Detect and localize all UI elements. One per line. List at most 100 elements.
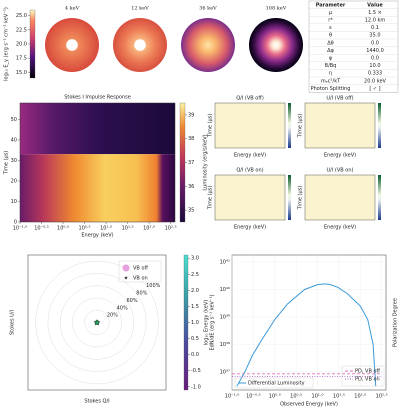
colorbar-tick-label: 15.0 — [16, 70, 27, 76]
y-tick-label: 10⁴⁰ — [220, 287, 230, 293]
disk-image — [181, 18, 235, 72]
panel-title: U/I (VB on) — [327, 168, 354, 174]
y-tick-label: 10³⁹ — [220, 314, 230, 320]
polar-ring — [35, 260, 159, 385]
x-tick-label: 10²·⁰ — [143, 226, 155, 232]
colorbar-tick-label: 1.5 — [191, 304, 199, 310]
colorbar-tick-label: 1.0 — [191, 320, 199, 326]
x-axis-label: Energy (keV) — [324, 225, 356, 231]
y-axis-label: Stokes U/I — [10, 310, 16, 335]
table-header: Parameter — [316, 2, 346, 8]
x-axis-label: Energy (keV) — [234, 153, 266, 159]
colorbar-label: log₁₀ E_γ (erg s⁻¹ cm⁻² keV⁻¹) — [4, 7, 10, 81]
table-cell: Δθ — [327, 40, 333, 46]
plot-frame — [27, 254, 167, 391]
colorbar-label: log₁₀ Energy (keV) — [204, 300, 210, 345]
table-cell: μ — [329, 10, 333, 16]
colorbar-tick-label: 0.5 — [191, 336, 199, 342]
y-tick-label: 10⁴¹ — [220, 260, 230, 266]
panel-title: Q/I (VB off) — [236, 96, 264, 102]
y-axis-label: Time (μs) — [208, 186, 214, 211]
y-axis-label: Time (μs) — [298, 186, 304, 211]
colorbar — [378, 175, 381, 220]
table-cell: 35.0 — [369, 33, 380, 39]
table-cell: 0.0 — [371, 40, 379, 46]
colorbar-tick-label: 38 — [188, 136, 194, 142]
y-tick-label: 10³⁷ — [220, 369, 230, 375]
polar-ring — [72, 297, 122, 348]
panel-title: U/I (VB off) — [326, 96, 353, 102]
colorbar-tick-label: 17.5 — [16, 56, 27, 62]
x-tick-label: 10⁰·⁵ — [79, 226, 91, 232]
disk-image — [249, 18, 303, 72]
legend-box — [341, 365, 385, 387]
x-axis-label: Energy (keV) — [324, 153, 356, 159]
x-tick-label: 10¹·⁰ — [100, 226, 112, 232]
legend-label: PD, VB on — [355, 377, 380, 383]
y-axis-label: EdN/dE (erg s⁻¹ keV⁻¹) — [210, 294, 216, 350]
colorbar-tick-label: 20.0 — [16, 42, 27, 48]
panel-title: 12 keV — [131, 6, 149, 12]
panel-title: 36 keV — [199, 6, 217, 12]
legend-box — [234, 377, 314, 389]
chart-title: Stokes I Impulse Response — [64, 95, 131, 101]
colorbar-tick-label: 39 — [188, 112, 194, 118]
x-axis-label: Observed Energy (keV) — [280, 402, 338, 408]
ring-label: 80% — [136, 291, 147, 297]
ring-label: 20% — [107, 313, 118, 319]
colorbar-tick-label: 2.5 — [191, 272, 199, 278]
heatmap-region — [20, 103, 175, 155]
y-tick-label: 0 — [14, 220, 17, 226]
legend-marker: ★ — [124, 276, 129, 282]
x-axis-label: Energy (keV) — [234, 225, 266, 231]
table-cell: 12.0 km — [365, 18, 386, 24]
heatmap-panel — [304, 174, 376, 221]
colorbar — [288, 103, 291, 148]
colorbar-tick-label: 2.0 — [191, 288, 199, 294]
y-tick-label: 30 — [11, 158, 17, 164]
y-tick-label: 10 — [11, 199, 17, 205]
colorbar-tick-label: 35 — [188, 208, 194, 214]
table-cell: θ — [329, 33, 332, 39]
x-tick-label: 10²·⁵ — [376, 394, 388, 400]
colorbar — [183, 254, 189, 391]
colorbar — [29, 9, 36, 79]
table-cell: [ ✓ ] — [369, 86, 380, 92]
ring-label: 40% — [117, 305, 128, 311]
y-tick-label: 40 — [11, 137, 17, 143]
plot-frame — [19, 102, 176, 223]
x-tick-label: 10²·⁵ — [165, 226, 177, 232]
heatmap-region — [20, 154, 175, 222]
ring-label: 60% — [126, 298, 137, 304]
disk-image — [113, 18, 167, 72]
heatmap-panel — [214, 174, 286, 221]
disk-image — [45, 18, 99, 72]
data-point — [93, 319, 101, 326]
polar-ring — [84, 309, 110, 336]
table-cell: φ — [329, 56, 333, 62]
x-tick-label: 10⁰·⁰ — [269, 394, 281, 400]
table-cell: 1.5 × — [368, 10, 382, 16]
x-tick-label: 10⁻¹·⁰ — [225, 394, 240, 400]
legend-label: VB off — [133, 266, 148, 272]
ring-label: 100% — [146, 283, 161, 289]
x-tick-label: 10¹·⁵ — [333, 394, 345, 400]
table-header: Value — [367, 2, 383, 8]
table-cell: 20.0 keV — [364, 78, 387, 84]
table-cell: Δφ — [327, 48, 334, 54]
colorbar-tick-label: 37 — [188, 160, 194, 166]
legend-box — [118, 260, 162, 283]
table-cell: Photon Splitting — [311, 86, 351, 92]
table-cell: 0.333 — [368, 71, 382, 77]
x-tick-label: 10⁰·⁰ — [57, 226, 69, 232]
colorbar — [179, 102, 186, 223]
colorbar-label: Luminosity (erg/s/keV) — [203, 134, 209, 190]
heatmap-panel — [214, 102, 286, 149]
colorbar-tick-label: 0.0 — [191, 352, 199, 358]
y2-axis-label: Polarization Degree — [393, 298, 399, 347]
legend-label: VB on — [133, 276, 148, 282]
table-cell: mₑc²/kT — [321, 78, 341, 84]
x-tick-label: 10²·⁰ — [354, 394, 366, 400]
panel-title: 4 keV — [65, 6, 80, 12]
x-tick-label: 10⁰·⁵ — [290, 394, 302, 400]
